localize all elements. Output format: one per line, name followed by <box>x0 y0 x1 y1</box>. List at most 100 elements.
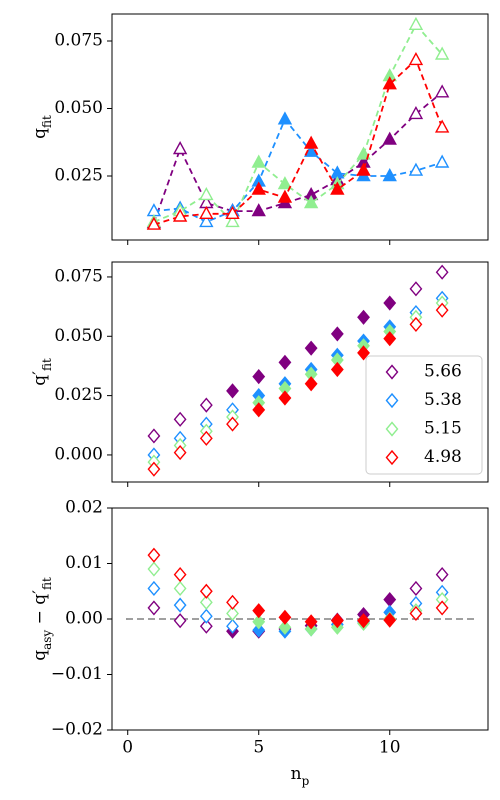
marker <box>226 416 239 432</box>
marker <box>251 154 266 168</box>
marker <box>409 281 423 297</box>
marker <box>357 345 370 361</box>
y-tick-label: 0.01 <box>65 553 103 573</box>
y-axis-label-part: fit <box>40 577 54 590</box>
marker <box>330 181 345 195</box>
legend-box <box>365 355 483 475</box>
marker <box>435 302 449 318</box>
marker <box>173 444 187 461</box>
series-line <box>153 58 443 226</box>
marker <box>356 146 371 160</box>
marker <box>277 176 293 190</box>
y-tick-label: 0.025 <box>54 385 103 405</box>
legend-label: 5.15 <box>424 419 462 439</box>
marker <box>409 316 423 333</box>
marker <box>303 135 319 149</box>
legend-marker <box>385 392 399 409</box>
y-tick-label: 0.00 <box>65 609 103 629</box>
x-axis-label: np <box>291 764 310 788</box>
marker <box>199 397 213 413</box>
y-axis-label-part: q <box>30 128 50 139</box>
marker <box>383 591 397 608</box>
y-tick-label: −0.01 <box>51 664 103 684</box>
marker <box>330 613 344 629</box>
marker <box>278 354 292 370</box>
marker <box>383 612 397 628</box>
marker <box>147 600 161 616</box>
marker <box>434 46 450 60</box>
legend-label: 4.98 <box>424 447 462 467</box>
marker <box>173 597 187 613</box>
y-axis-label: q′fit <box>30 358 54 386</box>
marker <box>147 428 161 444</box>
marker <box>356 162 371 176</box>
x-tick-label: 5 <box>253 738 264 758</box>
marker <box>434 154 450 168</box>
legend-label: 5.38 <box>424 390 462 410</box>
marker <box>382 76 397 90</box>
marker <box>225 205 240 220</box>
marker <box>199 618 213 634</box>
x-axis-label-part: n <box>291 764 302 784</box>
marker <box>173 567 187 583</box>
marker <box>252 402 266 418</box>
y-axis-label-part: fit <box>40 358 54 371</box>
marker <box>408 16 424 31</box>
legend-marker <box>385 449 399 466</box>
plot-frame <box>111 507 489 731</box>
marker <box>199 583 213 599</box>
y-axis-label: qfit <box>30 115 54 139</box>
marker <box>173 580 187 597</box>
marker <box>434 84 450 98</box>
y-axis-label-part: − q′ <box>30 590 50 630</box>
marker <box>252 369 266 385</box>
marker <box>147 561 161 577</box>
y-tick-label: 0.075 <box>54 31 103 51</box>
y-tick-label: 0.000 <box>54 444 103 464</box>
marker <box>304 340 318 356</box>
marker <box>172 208 188 222</box>
marker <box>357 613 370 629</box>
marker <box>408 51 424 66</box>
marker <box>435 264 449 280</box>
marker <box>173 613 187 629</box>
y-axis-label-part: q <box>30 650 50 661</box>
marker <box>199 608 213 624</box>
marker <box>252 603 266 619</box>
marker <box>303 195 319 209</box>
x-tick-label: 0 <box>122 738 133 758</box>
marker <box>277 111 293 125</box>
series-line <box>153 91 443 224</box>
marker <box>252 614 266 630</box>
y-tick-label: 0.025 <box>54 166 103 186</box>
x-tick-label: 10 <box>379 738 401 758</box>
marker <box>383 331 397 347</box>
marker <box>226 618 239 634</box>
marker <box>278 619 292 635</box>
marker <box>304 614 318 630</box>
marker <box>383 295 397 311</box>
y-tick-label: 0.050 <box>54 98 103 118</box>
marker <box>330 361 344 378</box>
marker <box>252 622 266 638</box>
plot-frame <box>111 13 489 241</box>
marker <box>330 326 344 342</box>
marker <box>147 547 161 563</box>
marker <box>226 605 239 622</box>
marker <box>435 600 449 616</box>
marker <box>251 181 266 195</box>
marker <box>434 119 450 133</box>
marker <box>409 605 423 622</box>
marker <box>199 213 214 228</box>
marker <box>435 567 449 583</box>
marker <box>146 216 162 230</box>
marker <box>304 376 318 392</box>
legend-label: 5.66 <box>424 362 462 382</box>
marker <box>199 205 214 220</box>
marker <box>199 594 213 610</box>
marker <box>226 383 239 399</box>
marker <box>278 609 292 625</box>
marker <box>382 168 397 182</box>
marker <box>199 430 213 446</box>
